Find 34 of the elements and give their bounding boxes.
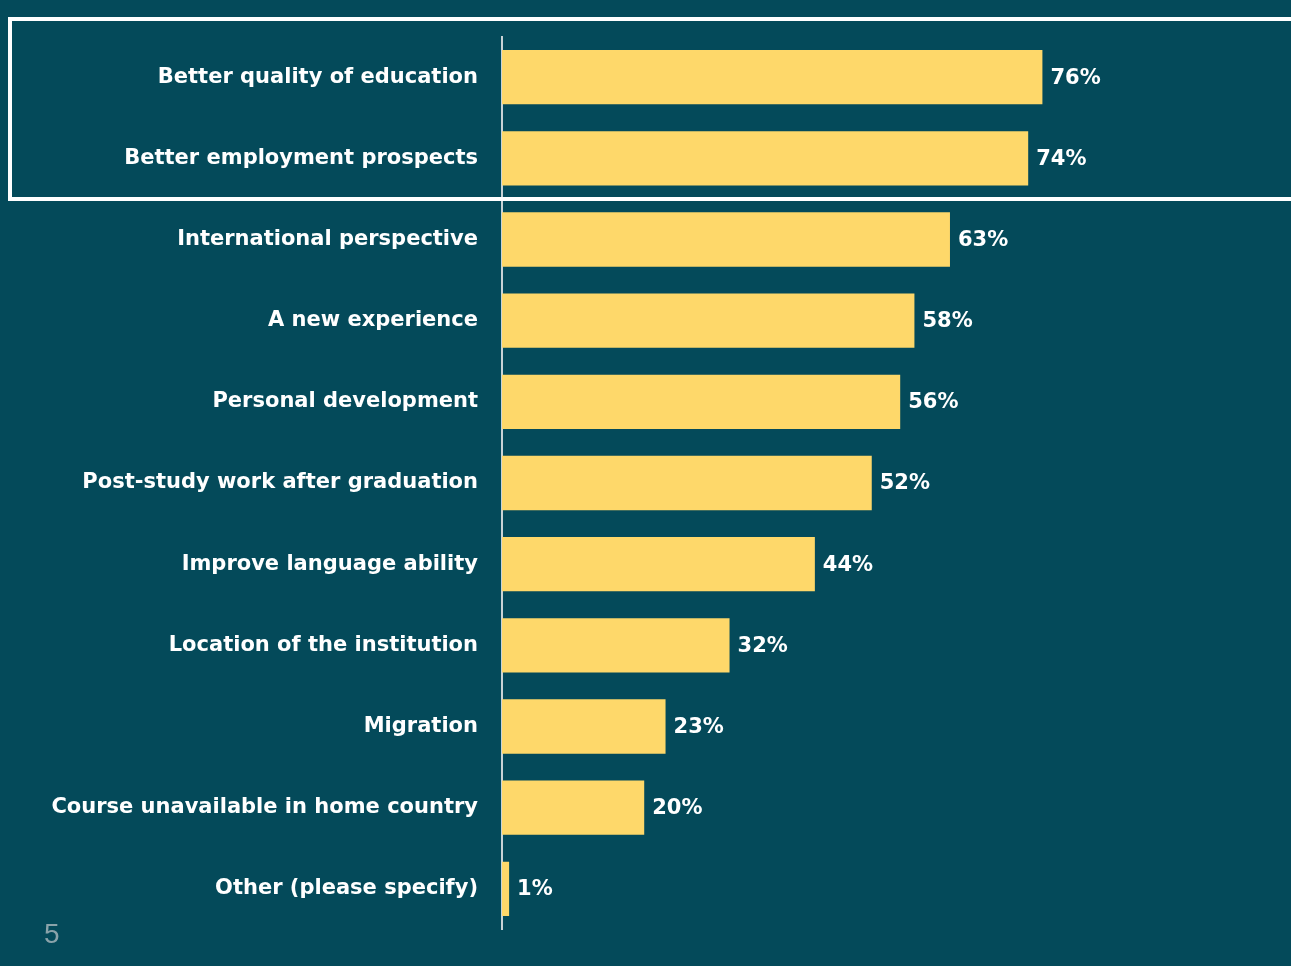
bar bbox=[502, 618, 730, 673]
bar bbox=[502, 455, 872, 511]
y-tick-label: Better quality of education bbox=[157, 63, 478, 88]
data-label: 52% bbox=[879, 470, 931, 495]
data-label: 20% bbox=[652, 795, 703, 820]
bar bbox=[502, 780, 645, 835]
y-tick-label: Course unavailable in home country bbox=[51, 794, 479, 819]
bar bbox=[502, 293, 915, 348]
bar bbox=[502, 131, 1029, 186]
data-label: 63% bbox=[957, 226, 1009, 251]
bar bbox=[502, 536, 815, 592]
bar bbox=[502, 212, 950, 267]
y-tick-label: Better employment prospects bbox=[124, 144, 478, 169]
data-label: 56% bbox=[908, 389, 959, 414]
data-label: 32% bbox=[737, 632, 788, 657]
data-label: 44% bbox=[822, 551, 874, 576]
y-tick-label: Migration bbox=[363, 712, 478, 737]
y-tick-label: Post-study work after graduation bbox=[82, 469, 478, 494]
y-tick-label: Improve language ability bbox=[181, 550, 479, 575]
data-label: 23% bbox=[673, 713, 724, 738]
y-tick-label: Other (please specify) bbox=[215, 875, 478, 900]
bar bbox=[502, 49, 1043, 105]
y-tick-label: International perspective bbox=[177, 225, 478, 250]
bar bbox=[502, 699, 666, 754]
data-label: 58% bbox=[922, 308, 973, 333]
bar bbox=[502, 861, 510, 917]
data-label: 76% bbox=[1050, 64, 1101, 89]
text: 5 bbox=[44, 918, 60, 950]
data-label: 1% bbox=[517, 876, 553, 901]
y-tick-label: A new experience bbox=[268, 307, 478, 332]
data-label: 74% bbox=[1036, 145, 1087, 170]
y-tick-label: Personal development bbox=[212, 388, 478, 413]
bar bbox=[502, 374, 901, 430]
y-tick-label: Location of the institution bbox=[168, 631, 478, 656]
